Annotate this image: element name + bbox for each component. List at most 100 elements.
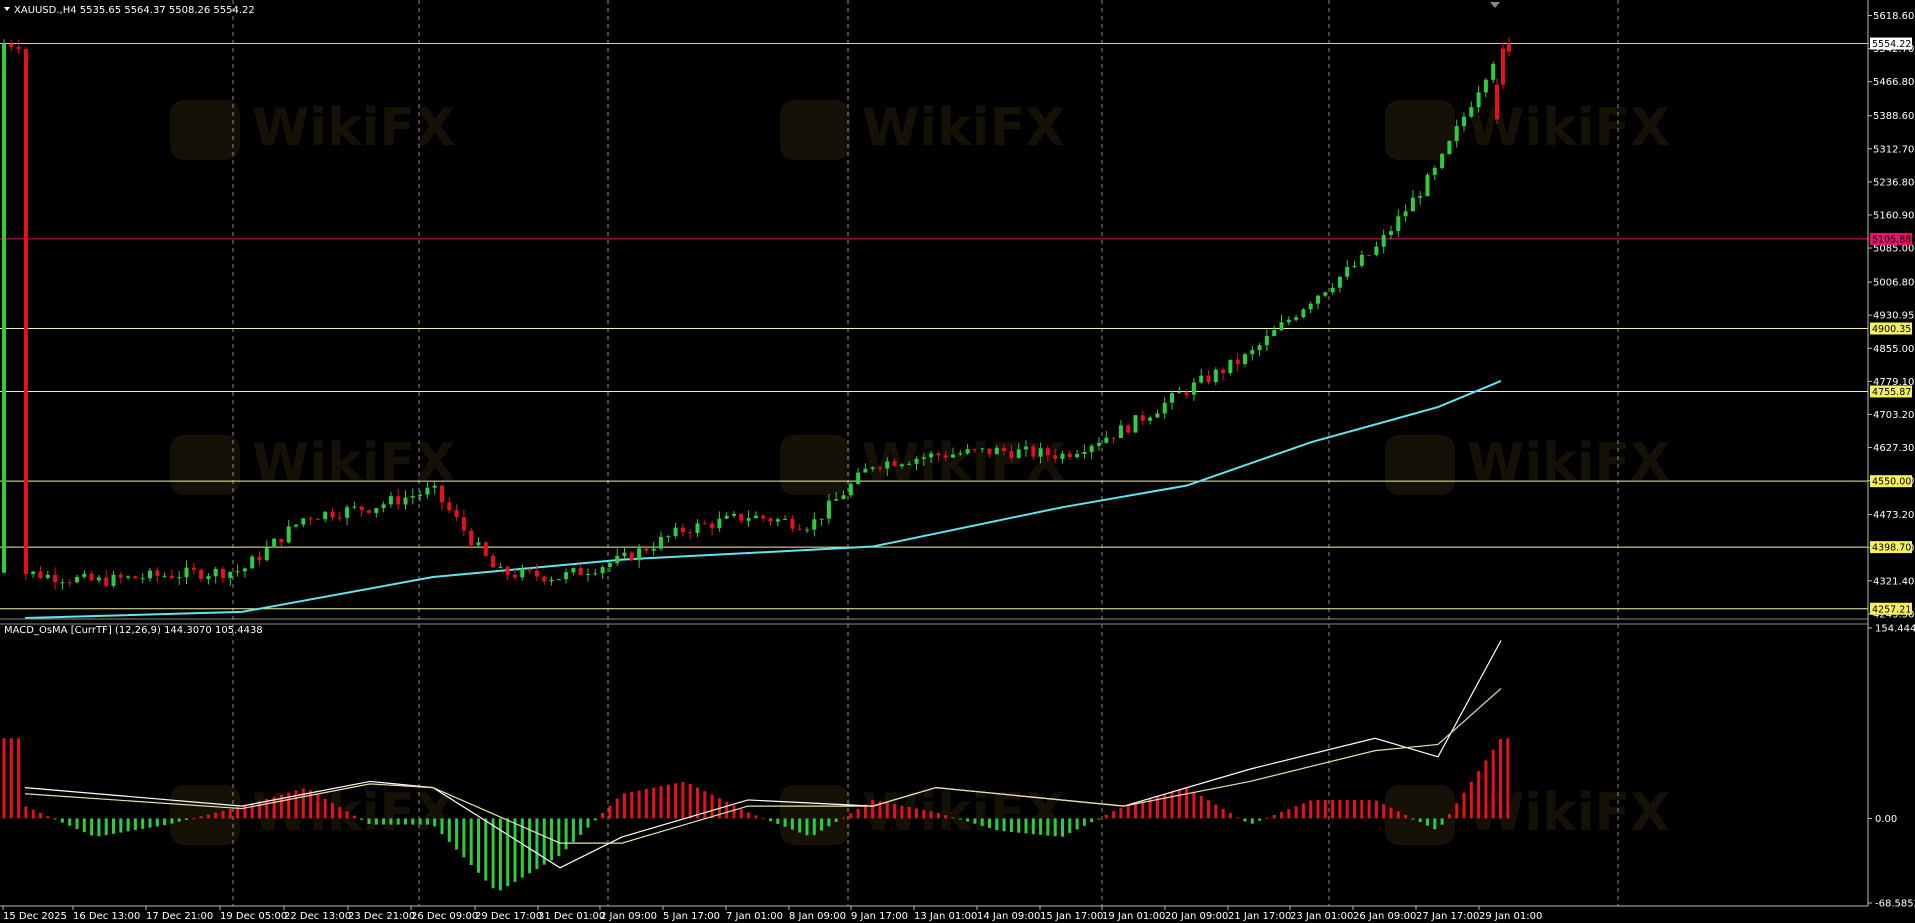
candle [848, 480, 853, 498]
histogram-bar [1433, 818, 1437, 830]
histogram-bar [477, 818, 480, 873]
candle-body [1024, 446, 1028, 450]
histogram-bar [24, 806, 28, 819]
candle [1418, 191, 1423, 206]
candle-body [1235, 359, 1240, 365]
watermark: WikiFX [170, 783, 455, 845]
histogram-bar [17, 738, 21, 819]
watermark-text: WikiFX [1467, 783, 1670, 843]
price-tick-label: 4855.00 [1873, 344, 1914, 355]
candle-body [1301, 309, 1306, 318]
candle [987, 448, 992, 458]
candle-body [1162, 402, 1167, 414]
candle-body [155, 570, 160, 576]
candle [425, 480, 430, 499]
histogram-bar [1360, 799, 1364, 819]
histogram-bar [1272, 814, 1276, 819]
histogram-bar [338, 807, 342, 819]
candle-body [783, 519, 788, 521]
candle-body [257, 556, 262, 561]
histogram-bar [1345, 799, 1349, 819]
histogram-bar [1061, 818, 1064, 837]
candle-body [549, 579, 554, 582]
candle-body [89, 573, 94, 581]
candle [1031, 444, 1036, 460]
candle [885, 457, 890, 476]
candle-body [1418, 196, 1423, 198]
candle [680, 523, 685, 537]
candle [162, 572, 167, 578]
candle-body [637, 548, 642, 561]
candle [1089, 443, 1094, 460]
candle [1501, 42, 1505, 89]
candle-body [1403, 211, 1408, 217]
histogram-bar [97, 818, 101, 837]
candle-body [1425, 174, 1430, 197]
candle-body [1272, 330, 1277, 337]
candle [1045, 445, 1050, 462]
candle [264, 540, 269, 562]
histogram-bar [769, 818, 772, 822]
histogram-bar [1418, 818, 1422, 823]
candle-body [67, 582, 72, 584]
candle [374, 507, 379, 518]
candle [1257, 342, 1262, 357]
candle [1359, 250, 1364, 268]
scroll-marker-icon[interactable] [1490, 2, 1500, 8]
price-axis[interactable]: 5618.60 5542.70 5466.80 5388.60 5312.70 5236.… [1868, 11, 1914, 620]
candle-body [936, 453, 941, 456]
candle-body [1075, 454, 1080, 458]
candle [1345, 259, 1350, 280]
candle-body [184, 567, 189, 578]
candle [1067, 450, 1072, 461]
candle [702, 520, 707, 525]
candle-body [1367, 254, 1372, 256]
histogram-bar [418, 818, 422, 825]
histogram-bar [462, 818, 466, 858]
candle-body [556, 579, 561, 581]
time-tick-label: 14 Jan 09:00 [977, 911, 1040, 922]
candle-body [279, 538, 284, 543]
candle-body [345, 507, 350, 518]
candle-body [980, 448, 985, 450]
symbol-menu-triangle-icon[interactable] [4, 7, 10, 11]
watermark-logo-icon [780, 435, 850, 495]
histogram-bar [1389, 807, 1393, 819]
level-tag [1870, 541, 1912, 554]
candle [1410, 190, 1415, 212]
candle [221, 566, 225, 583]
candle-body [651, 548, 656, 551]
histogram-bar [623, 793, 626, 819]
price-tick-label: 5542.70 [1873, 44, 1914, 55]
candle-body [1221, 369, 1226, 373]
candle-body [1507, 43, 1511, 52]
histogram-bar [389, 818, 393, 825]
candle [1454, 119, 1459, 148]
histogram-bar [1499, 739, 1502, 819]
histogram-bar [681, 781, 685, 819]
histogram-bar [455, 818, 459, 850]
histogram-bar [469, 818, 473, 866]
candle-body [870, 467, 875, 469]
time-axis[interactable]: 15 Dec 2025 16 Dec 13:00 17 Dec 21:00 19 De… [2, 906, 1542, 922]
histogram-bar [323, 798, 327, 819]
watermark: WikiFX [170, 98, 455, 160]
candle-body [1250, 350, 1255, 355]
histogram-bar [1265, 817, 1269, 819]
histogram-bar [608, 805, 612, 819]
watermark-logo-icon [170, 785, 240, 845]
histogram-bar [1075, 818, 1079, 830]
histogram-bar [1134, 802, 1137, 819]
histogram-bar [1097, 818, 1101, 820]
candle [571, 567, 576, 576]
candle [323, 511, 328, 523]
candle-body [542, 576, 547, 582]
candle-body [629, 552, 634, 561]
candle-body [1389, 231, 1393, 236]
histogram-bar [966, 818, 970, 822]
candle [586, 568, 590, 582]
candle-body [388, 496, 393, 505]
candle [505, 565, 510, 581]
histogram-bar [112, 818, 115, 834]
